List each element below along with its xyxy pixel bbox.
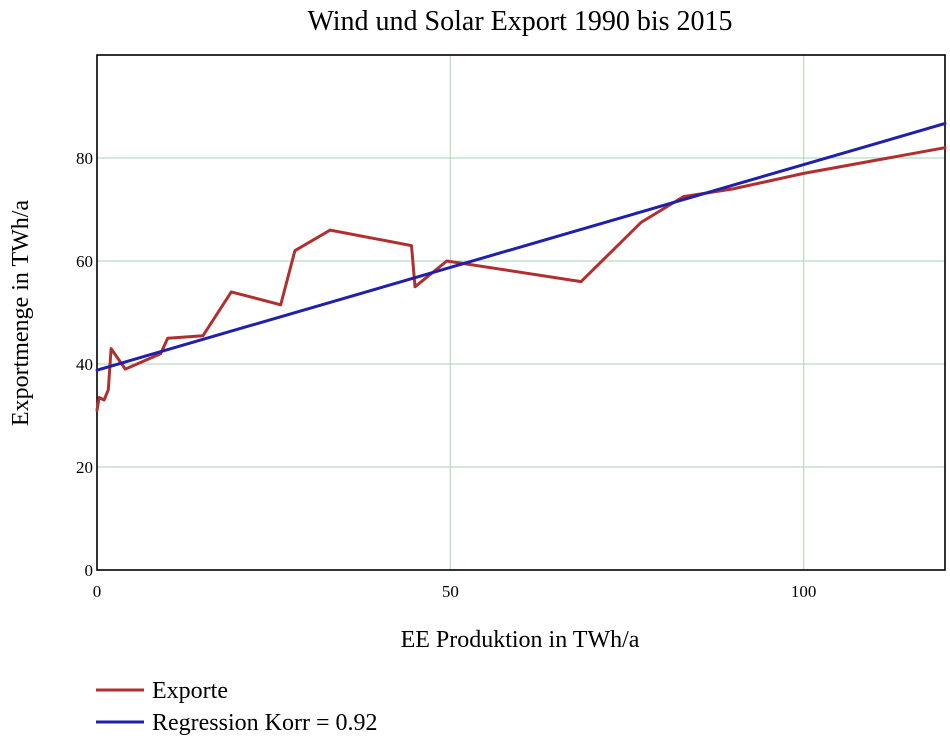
legend-label: Exporte bbox=[152, 678, 228, 704]
x-tick-labels: 0 50 100 bbox=[93, 582, 817, 601]
y-tick-label: 40 bbox=[76, 355, 93, 374]
legend-label: Regression Korr = 0.92 bbox=[152, 710, 378, 736]
x-axis-label: EE Produktion in TWh/a bbox=[401, 627, 640, 653]
x-tick-label: 100 bbox=[791, 582, 817, 601]
chart-title: Wind und Solar Export 1990 bis 2015 bbox=[307, 6, 732, 37]
y-tick-label: 80 bbox=[76, 149, 93, 168]
y-axis-label: Exportmenge in TWh/a bbox=[8, 200, 34, 427]
grid bbox=[97, 55, 945, 570]
y-tick-label: 0 bbox=[85, 561, 94, 580]
y-tick-labels: 0 20 40 60 80 bbox=[76, 149, 93, 580]
series-group bbox=[95, 122, 947, 412]
series-line-regression bbox=[95, 122, 947, 372]
y-tick-label: 20 bbox=[76, 458, 93, 477]
plot-frame bbox=[96, 54, 946, 571]
x-tick-label: 0 bbox=[93, 582, 102, 601]
y-tick-label: 60 bbox=[76, 252, 93, 271]
x-tick-label: 50 bbox=[442, 582, 459, 601]
series-line-exporte bbox=[95, 146, 947, 412]
legend: Exporte Regression Korr = 0.92 bbox=[96, 678, 378, 736]
